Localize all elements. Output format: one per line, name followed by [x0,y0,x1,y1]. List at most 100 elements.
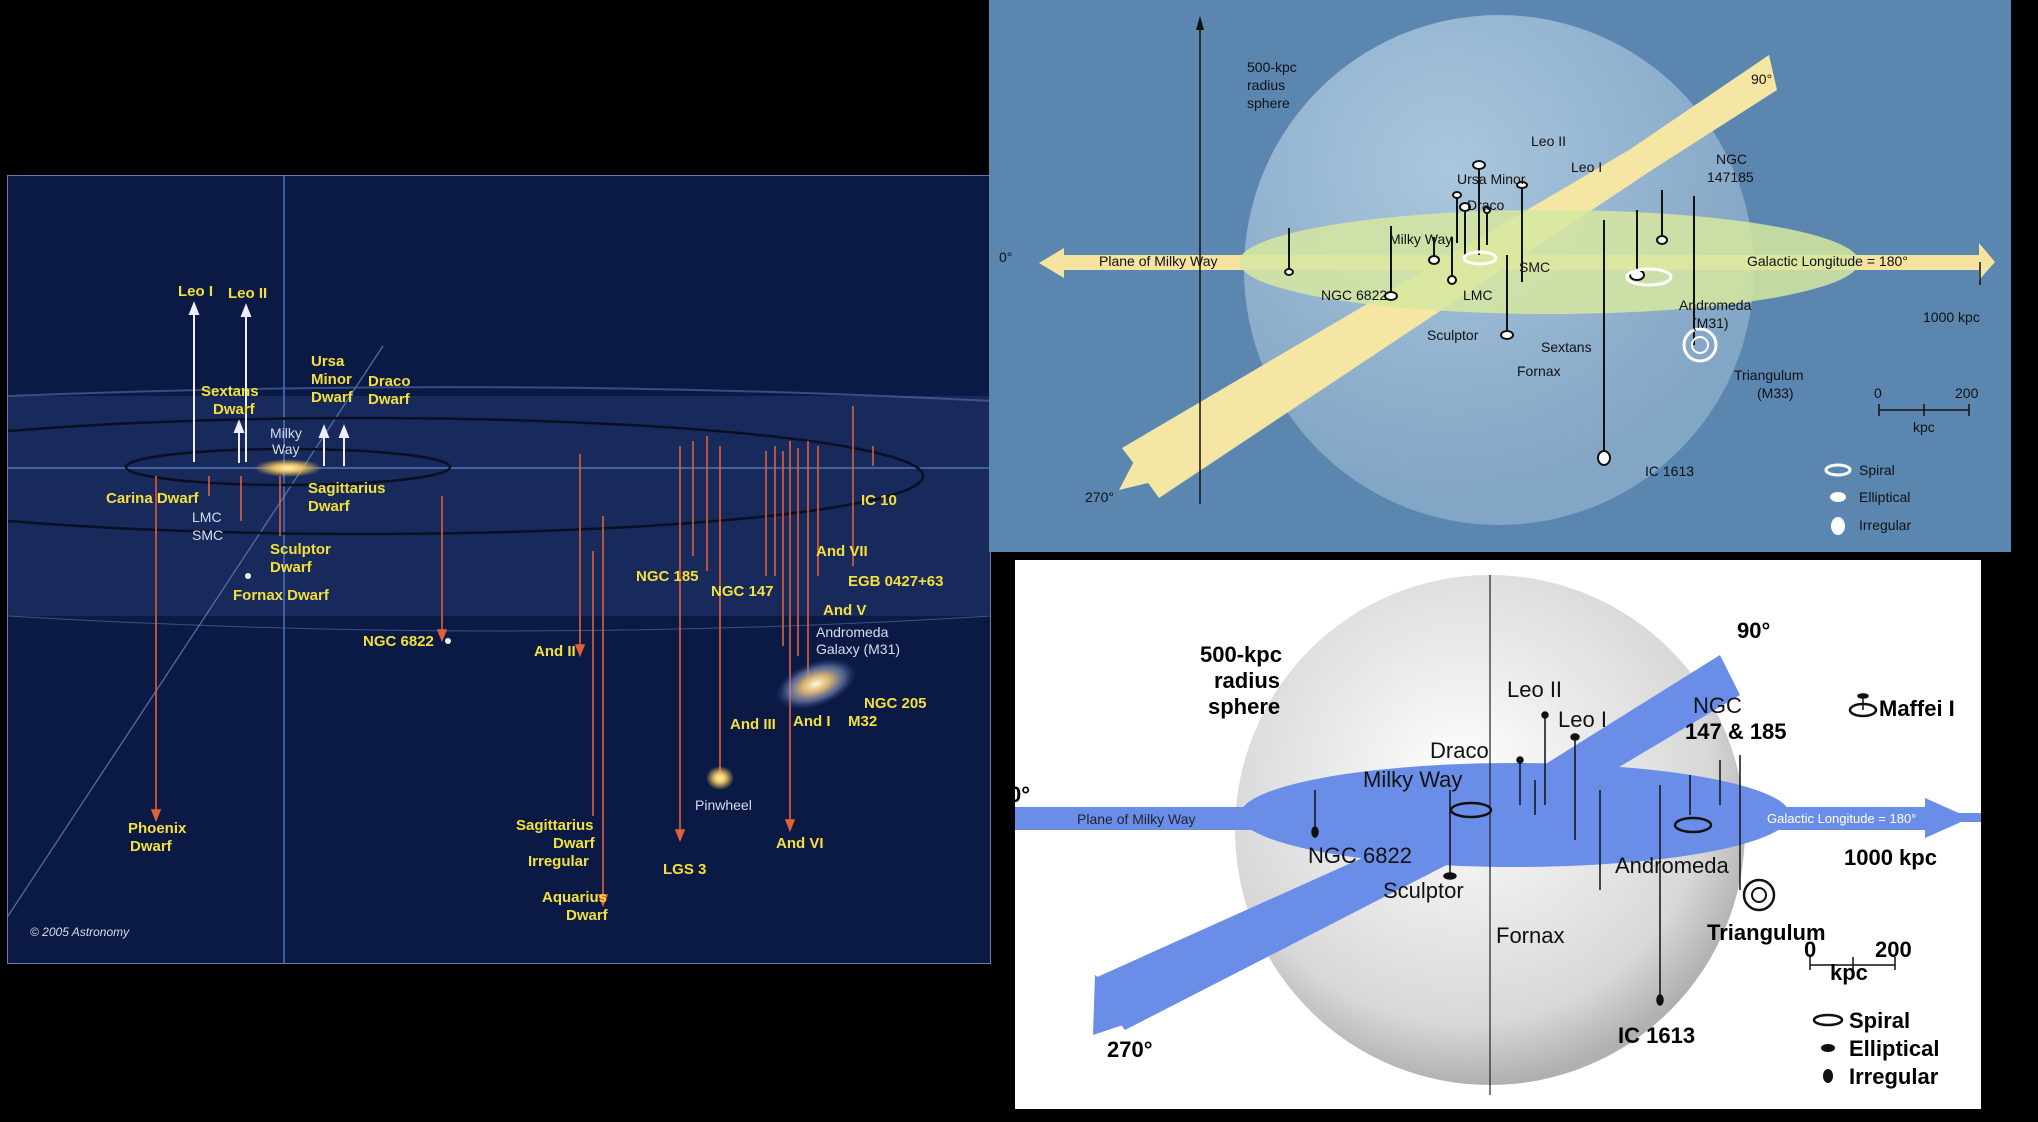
label-and-v: And V [823,602,866,619]
label-ngc205: NGC 205 [864,695,927,712]
tr-diagram-svg: 500-kpc radius sphere 90° 0° 270° Plane … [989,0,2011,552]
legend-irregular-icon [1831,517,1845,535]
label-m32: M32 [848,713,877,730]
br-scale-kpc: kpc [1830,960,1868,985]
legend-spiral-icon [1826,465,1850,475]
br-deg-90: 90° [1737,618,1770,643]
andromeda-galaxy [769,649,863,719]
tr-m31: (M31) [1692,315,1729,331]
scale-bar [1879,404,1969,416]
tr-deg-90: 90° [1751,71,1772,87]
label-and-iii: And III [730,716,776,733]
label-sextans-dwarf: Dwarf [213,401,256,418]
tr-milky-way: Milky Way [1389,231,1452,247]
label-ic10: IC 10 [861,492,897,509]
label-sdig: Sagittarius [516,817,594,834]
br-diagram-svg: 500-kpc radius sphere 90° 270° 0° Plane … [1015,560,1981,1109]
label-draco-dwarf: Dwarf [368,391,411,408]
label-sculptor-dwarf: Dwarf [270,559,313,576]
tr-draco: Draco [1467,197,1505,213]
tr-lmc: LMC [1463,287,1493,303]
br-legend-spiral: Spiral [1849,1008,1910,1033]
label-phoenix: Phoenix [128,820,187,837]
br-fornax: Fornax [1496,923,1564,948]
br-sphere-1: 500-kpc [1200,642,1282,667]
tr-leo-ii: Leo II [1531,133,1566,149]
br-sculptor: Sculptor [1383,878,1464,903]
tr-scale-200: 200 [1955,385,1979,401]
label-andromeda-galaxy: Galaxy (M31) [816,641,900,657]
br-leo-i: Leo I [1558,707,1607,732]
label-sextans: Sextans [201,383,259,400]
br-ngc-nums: 147 & 185 [1685,719,1787,744]
label-sdig-dwarf: Dwarf [553,835,596,852]
label-ngc6822: NGC 6822 [363,633,434,650]
br-legend-elliptical: Elliptical [1849,1036,1939,1061]
tr-legend-elliptical: Elliptical [1859,489,1910,505]
br-deg-0: 0° [1015,782,1030,807]
local-group-diagram-bw: 500-kpc radius sphere 90° 270° 0° Plane … [1015,560,1981,1109]
tr-scale-0: 0 [1874,385,1882,401]
label-draco: Draco [368,373,411,390]
label-aquarius: Aquarius [542,889,607,906]
tr-m33: (M33) [1757,385,1794,401]
label-aquarius-dwarf: Dwarf [566,907,609,924]
tr-smc: SMC [1519,259,1550,275]
br-scale-200: 200 [1875,937,1912,962]
tr-sculptor: Sculptor [1427,327,1479,343]
tr-plane-label: Plane of Milky Way [1099,253,1218,269]
tr-ic1613: IC 1613 [1645,463,1694,479]
pinwheel-galaxy [706,766,734,790]
label-leo-i: Leo I [178,283,213,300]
label-smc: SMC [192,527,223,543]
label-egb: EGB 0427+63 [848,573,944,590]
br-andromeda: Andromeda [1615,853,1730,878]
label-milky: Milky [270,425,302,441]
tr-andromeda: Andromeda [1679,297,1752,313]
tr-ursa-minor: Ursa Minor [1457,171,1526,187]
tr-deg-270: 270° [1085,489,1114,505]
label-carina: Carina Dwarf [106,490,200,507]
br-draco: Draco [1430,738,1489,763]
label-lgs3: LGS 3 [663,861,706,878]
label-sagittarius-dwarf: Dwarf [308,498,351,515]
br-sphere-2: radius [1214,668,1280,693]
label-pinwheel: Pinwheel [695,797,752,813]
label-ursa-dwarf: Dwarf [311,389,354,406]
label-fornax: Fornax Dwarf [233,587,330,604]
br-1000kpc: 1000 kpc [1844,845,1937,870]
tr-leo-i: Leo I [1571,159,1602,175]
tr-legend-irregular: Irregular [1859,517,1911,533]
tr-fornax: Fornax [1517,363,1561,379]
br-leo-ii: Leo II [1507,677,1562,702]
label-sdig-irregular: Irregular [528,853,589,870]
label-ngc185: NGC 185 [636,568,699,585]
label-ursa-minor: Minor [311,371,352,388]
tr-ngc-nums: 147185 [1707,169,1754,185]
tr-ngc6822: NGC 6822 [1321,287,1387,303]
br-legend-irregular: Irregular [1849,1064,1939,1089]
milky-way-galaxy [254,459,322,477]
legend-elliptical-icon [1830,492,1846,502]
label-sculptor: Sculptor [270,541,331,558]
br-plane-label: Plane of Milky Way [1077,811,1196,827]
local-group-diagram-color: 500-kpc radius sphere 90° 0° 270° Plane … [989,0,2011,552]
label-ngc147: NGC 147 [711,583,774,600]
label-lmc: LMC [192,509,222,525]
label-andromeda: Andromeda [816,624,889,640]
tr-scale-kpc: kpc [1913,419,1935,435]
tr-sphere-2: radius [1247,77,1285,93]
br-longitude-label: Galactic Longitude = 180° [1767,811,1916,826]
label-and-ii: And II [534,643,576,660]
br-ngc: NGC [1693,693,1742,718]
br-scale-0: 0 [1804,937,1816,962]
tr-deg-0: 0° [999,249,1012,265]
tr-sphere-3: sphere [1247,95,1290,111]
br-milky-way: Milky Way [1363,767,1462,792]
label-and-vii: And VII [816,543,868,560]
tr-longitude-label: Galactic Longitude = 180° [1747,253,1908,269]
tr-sphere-1: 500-kpc [1247,59,1297,75]
br-deg-270: 270° [1107,1037,1153,1062]
tr-triangulum: Triangulum [1734,367,1804,383]
local-group-3d-illustration: Leo I Leo II Sextans Dwarf Ursa Minor Dw… [7,175,991,964]
